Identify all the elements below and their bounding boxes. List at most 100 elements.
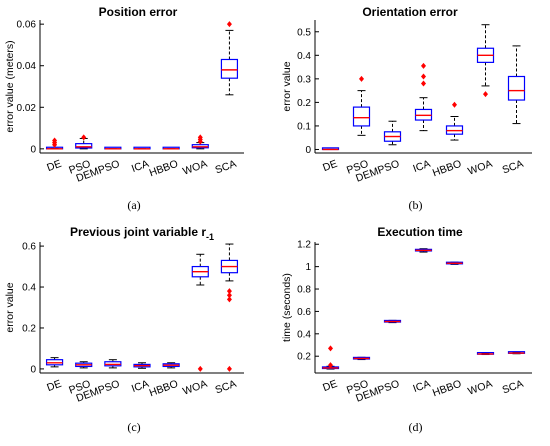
y-tick-label: 0.4 (22, 283, 36, 294)
panel-2: Orientation error 0 0.1 0.2 0.3 0.4 0.5 error v… (281, 5, 532, 212)
box-hbbo (445, 261, 464, 265)
box-pso (352, 356, 371, 361)
y-tick-label: 0 (30, 364, 36, 375)
box-iqr (220, 58, 239, 79)
x-tick-label: WOA (181, 378, 209, 398)
panel-label: (b) (409, 198, 423, 212)
panel-4: Execution time 0.2 0.4 0.6 0.8 1 1.2 time (seco… (281, 225, 532, 434)
outlier-point (328, 362, 333, 369)
panel-3: Previous joint variable r-1 0 0.2 0.4 0.6 err… (4, 225, 244, 434)
x-tick-label: DE (321, 158, 339, 174)
box-hbbo (162, 146, 180, 150)
x-tick-label: WOA (466, 378, 494, 398)
chart-title: Execution time (377, 225, 463, 239)
y-tick-label: 1.2 (297, 240, 311, 251)
y-axis-label: error value (meters) (4, 40, 16, 132)
x-tick-label: DE (321, 378, 339, 394)
y-tick-label: 0.2 (22, 323, 36, 334)
box-ica (133, 146, 151, 150)
outlier-point (421, 80, 426, 87)
x-tick-label: ICA (130, 158, 151, 175)
outlier-point (421, 62, 426, 69)
y-tick-label: 0.2 (297, 98, 311, 109)
chart-title: Orientation error (362, 5, 458, 19)
box-dempso (104, 359, 122, 369)
box-dempso (383, 319, 402, 324)
y-tick-label: 0.6 (22, 242, 36, 253)
x-tick-label: ICA (411, 378, 432, 395)
box-ica (414, 62, 433, 132)
x-tick-label: WOA (181, 158, 209, 178)
y-tick-label: 0.06 (17, 20, 37, 31)
box-iqr (352, 106, 371, 127)
box-iqr (75, 143, 93, 149)
x-tick-label: HBBO (431, 158, 463, 179)
chart-title-subscript: -1 (206, 232, 214, 242)
chart-title: Position error (99, 5, 178, 19)
outlier-point (52, 137, 58, 144)
outlier-point (226, 21, 232, 28)
x-tick-label: SCA (214, 158, 238, 177)
outlier-point (81, 134, 87, 141)
panel-label: (d) (409, 420, 423, 434)
outlier-point (328, 345, 333, 352)
y-tick-label: 0.04 (17, 61, 37, 72)
box-de (45, 137, 64, 150)
x-tick-label: WOA (466, 158, 494, 178)
box-woa (191, 253, 209, 372)
y-axis-label: time (seconds) (281, 273, 293, 342)
box-woa (476, 24, 495, 98)
x-tick-label: DE (45, 378, 63, 394)
x-tick-label: DE (45, 158, 63, 174)
x-tick-label: SCA (501, 158, 525, 177)
y-tick-label: 0.02 (17, 103, 37, 114)
outlier-point (483, 91, 488, 98)
y-tick-label: 0.8 (297, 285, 311, 296)
box-de (321, 147, 340, 151)
box-sca (507, 45, 526, 125)
outlier-point (452, 101, 457, 108)
y-tick-label: 0.2 (297, 352, 311, 363)
box-sca (220, 21, 239, 96)
chart-title: Previous joint variable r-1 (70, 225, 214, 242)
x-tick-label: SCA (214, 378, 238, 397)
y-axis-label: error value (281, 61, 293, 111)
outlier-point (226, 365, 232, 372)
y-tick-label: 0.4 (297, 51, 311, 62)
box-ica (414, 248, 433, 253)
box-ica (133, 362, 151, 369)
panel-label: (a) (127, 198, 140, 212)
y-tick-label: 0.1 (297, 121, 311, 132)
box-dempso (383, 120, 402, 146)
box-pso (75, 361, 93, 369)
x-tick-label: SCA (501, 378, 525, 397)
box-iqr (507, 75, 526, 101)
outlier-point (197, 134, 203, 141)
outlier-point (359, 75, 364, 82)
box-de (321, 345, 340, 370)
outlier-point (226, 292, 232, 299)
y-tick-label: 0 (305, 145, 311, 156)
y-tick-label: 0.5 (297, 27, 311, 38)
box-de (45, 357, 64, 368)
y-axis-label: error value (4, 282, 16, 332)
outlier-point (197, 365, 203, 372)
y-tick-label: 0 (30, 144, 36, 155)
panel-label: (c) (127, 420, 140, 434)
box-sca (220, 243, 239, 372)
x-tick-label: HBBO (431, 378, 463, 399)
x-tick-label: ICA (411, 158, 432, 175)
box-hbbo (445, 101, 464, 141)
box-woa (476, 351, 495, 356)
x-tick-label: ICA (130, 378, 151, 395)
outlier-point (226, 296, 232, 303)
box-woa (191, 134, 209, 150)
y-tick-label: 0.4 (297, 329, 311, 340)
box-hbbo (162, 362, 180, 369)
x-tick-label: HBBO (148, 158, 180, 179)
y-tick-label: 1 (305, 262, 311, 273)
box-sca (507, 351, 526, 355)
